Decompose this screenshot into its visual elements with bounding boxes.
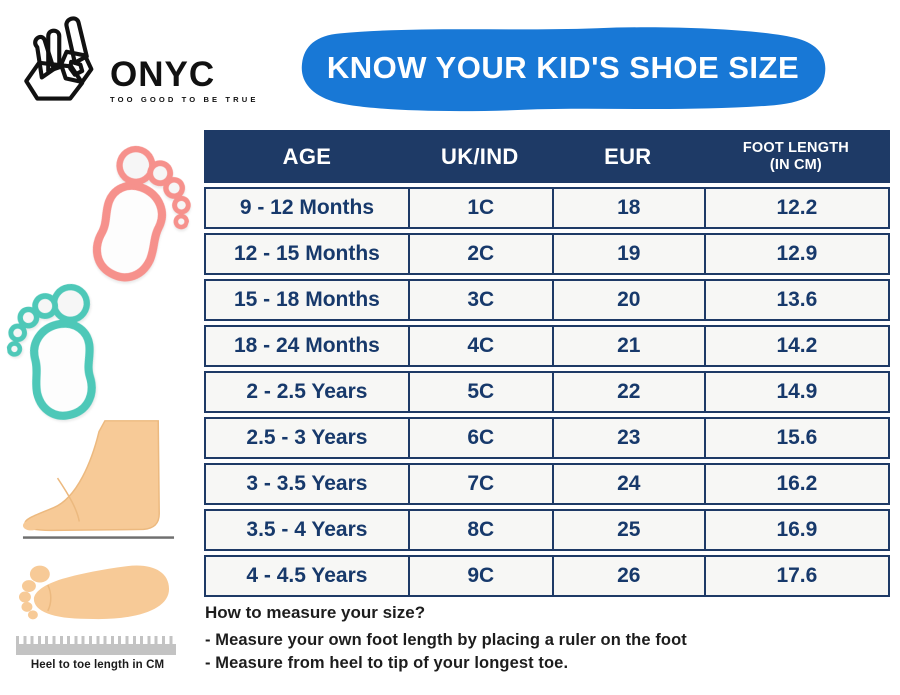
- foot-side-view-icon: [22, 420, 175, 539]
- cell-eur: 23: [551, 419, 704, 457]
- ruler-caption: Heel to toe length in CM: [30, 659, 165, 671]
- brand-name: ONYC: [110, 55, 216, 94]
- cell-eur: 25: [551, 511, 704, 549]
- cell-age: 18 - 24 Months: [233, 334, 380, 357]
- cell-eur: 24: [551, 465, 704, 503]
- title-banner: KNOW YOUR KID'S SHOE SIZE: [298, 24, 828, 112]
- cell-uk-ind: 6C: [407, 419, 552, 457]
- ruler-icon: [16, 636, 176, 655]
- page-title: KNOW YOUR KID'S SHOE SIZE: [326, 50, 800, 85]
- table-row: 3 - 3.5 Years 7C 24 16.2: [204, 463, 890, 505]
- size-chart-header-row: AGE UK/IND EUR FOOT LENGTH (IN CM): [204, 130, 890, 183]
- cell-age: 12 - 15 Months: [233, 242, 380, 265]
- cell-foot-length: 12.2: [703, 189, 888, 227]
- column-header-foot-length: FOOT LENGTH (IN CM): [704, 132, 888, 181]
- column-header-uk-ind: UK/IND: [441, 143, 519, 169]
- cell-age: 4 - 4.5 Years: [246, 564, 368, 587]
- measurement-instructions: How to measure your size? - Measure your…: [205, 603, 687, 677]
- cell-foot-length: 14.9: [703, 373, 888, 411]
- cell-uk-ind: 4C: [407, 327, 552, 365]
- onyc-logo: ONYC TOO GOOD TO BE TRUE: [18, 14, 259, 106]
- cell-uk-ind: 7C: [407, 465, 552, 503]
- cell-age: 9 - 12 Months: [239, 196, 375, 219]
- table-row: 4 - 4.5 Years 9C 26 17.6: [204, 555, 890, 597]
- table-row: 2 - 2.5 Years 5C 22 14.9: [204, 371, 890, 413]
- cell-eur: 21: [551, 327, 704, 365]
- cell-foot-length: 12.9: [703, 235, 888, 273]
- banner-brush-shape: [301, 27, 826, 112]
- cell-uk-ind: 8C: [407, 511, 552, 549]
- cell-uk-ind: 3C: [407, 281, 552, 319]
- cell-eur: 18: [551, 189, 704, 227]
- cell-foot-length: 16.2: [703, 465, 888, 503]
- column-header-age: AGE: [282, 143, 332, 169]
- table-row: 2.5 - 3 Years 6C 23 15.6: [204, 417, 890, 459]
- cell-eur: 19: [551, 235, 704, 273]
- cell-uk-ind: 5C: [407, 373, 552, 411]
- cell-uk-ind: 1C: [407, 189, 552, 227]
- teal-baby-footprint-icon: [0, 272, 118, 432]
- cell-foot-length: 14.2: [703, 327, 888, 365]
- onyc-logo-mark-icon: [24, 16, 94, 101]
- foot-top-view-icon: [18, 565, 170, 620]
- cell-foot-length: 16.9: [703, 511, 888, 549]
- cell-age: 15 - 18 Months: [233, 288, 380, 311]
- cell-eur: 20: [551, 281, 704, 319]
- cell-age: 3 - 3.5 Years: [246, 472, 368, 495]
- size-chart-table: AGE UK/IND EUR FOOT LENGTH (IN CM) 9 - 1…: [204, 130, 890, 597]
- table-row: 9 - 12 Months 1C 18 12.2: [204, 187, 890, 229]
- onyc-logo-text: ONYC TOO GOOD TO BE TRUE: [110, 57, 259, 104]
- cell-age: 2 - 2.5 Years: [246, 380, 368, 403]
- cell-foot-length: 13.6: [703, 281, 888, 319]
- cell-foot-length: 17.6: [703, 557, 888, 595]
- foot-length-header-line1: FOOT LENGTH: [742, 140, 849, 157]
- table-row: 18 - 24 Months 4C 21 14.2: [204, 325, 890, 367]
- pink-baby-footprint-icon: [66, 129, 210, 301]
- cell-uk-ind: 9C: [407, 557, 552, 595]
- cell-foot-length: 15.6: [703, 419, 888, 457]
- cell-eur: 26: [551, 557, 704, 595]
- instruction-line: - Measure from heel to tip of your longe…: [205, 654, 569, 672]
- foot-length-header-line2: (IN CM): [769, 156, 822, 173]
- table-row: 12 - 15 Months 2C 19 12.9: [204, 233, 890, 275]
- instructions-heading: How to measure your size?: [205, 603, 426, 622]
- brand-tagline: TOO GOOD TO BE TRUE: [110, 95, 259, 104]
- table-row: 15 - 18 Months 3C 20 13.6: [204, 279, 890, 321]
- cell-age: 2.5 - 3 Years: [246, 426, 368, 449]
- cell-uk-ind: 2C: [407, 235, 552, 273]
- table-row: 3.5 - 4 Years 8C 25 16.9: [204, 509, 890, 551]
- cell-age: 3.5 - 4 Years: [246, 518, 368, 541]
- column-header-eur: EUR: [604, 143, 652, 169]
- cell-eur: 22: [551, 373, 704, 411]
- instruction-line: - Measure your own foot length by placin…: [205, 631, 687, 649]
